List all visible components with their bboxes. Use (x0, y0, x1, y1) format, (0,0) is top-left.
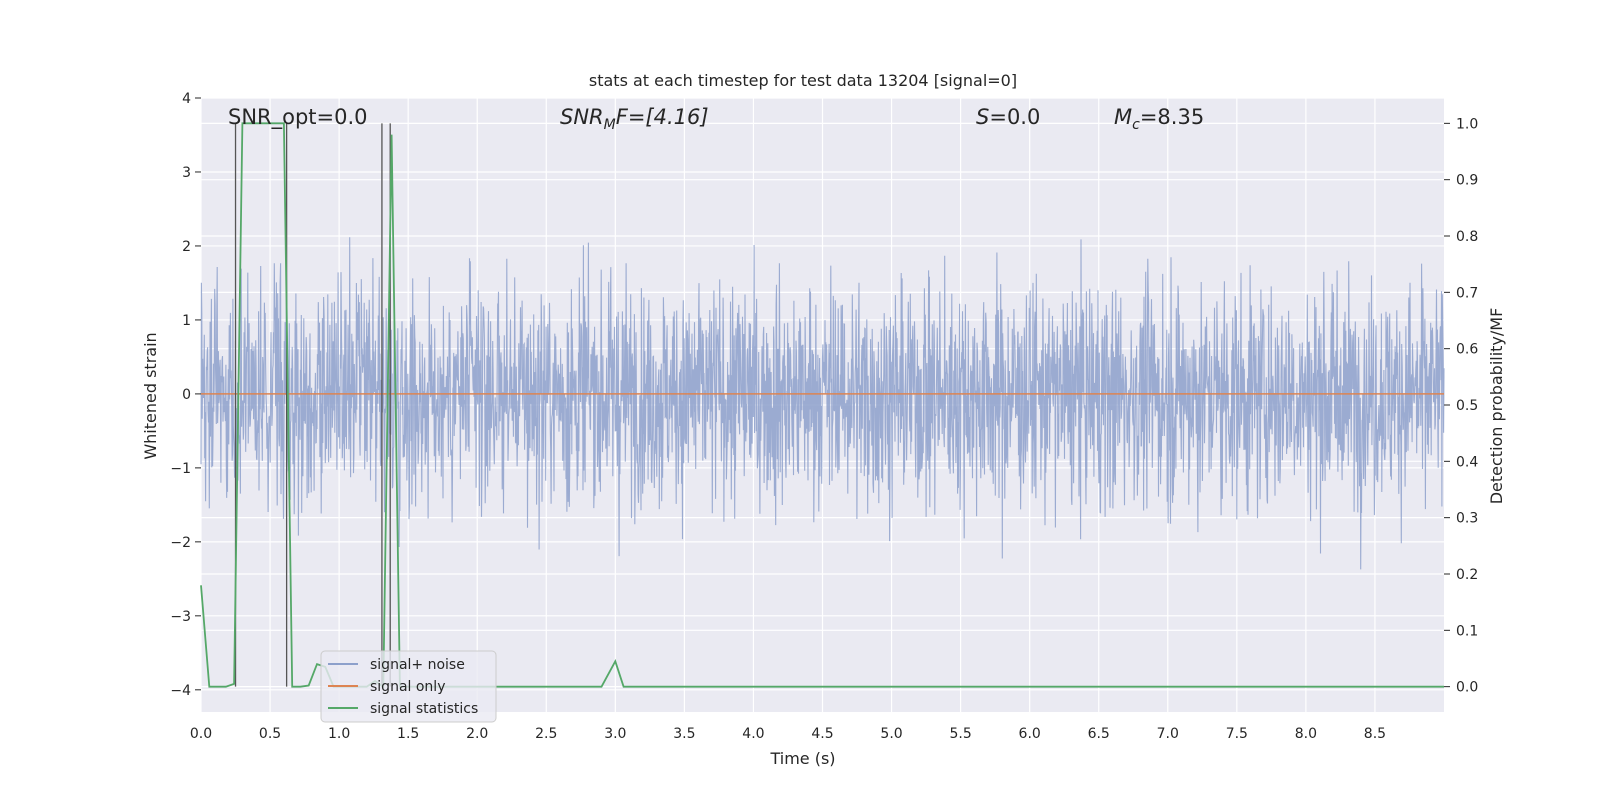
x-axis-ticks: 0.0 0.5 1.0 1.5 2.0 2.5 3.0 3.5 4.0 4.5 5.0 5.5 6.0 6… (190, 726, 1386, 742)
y2-axis-ticks: 0.0 0.1 0.2 0.3 0.4 0.5 0.6 0.7 0.8 0.9 1.0 (1444, 116, 1478, 696)
y-tick-label: −4 (170, 683, 191, 699)
x-tick-label: 0.0 (190, 726, 212, 742)
legend-box (320, 650, 497, 723)
x-tick-label: 8.5 (1364, 726, 1386, 742)
series-signal-noise (200, 237, 1445, 570)
y-tick-label: −3 (170, 609, 191, 625)
x-tick-label: 4.0 (742, 726, 764, 742)
annotation-mc: Mc=8.35 (1114, 105, 1204, 133)
legend: signal+ noise signal only signal statist… (320, 650, 497, 723)
y2-tick-label: 0.8 (1456, 229, 1478, 245)
x-tick-label: 5.0 (880, 726, 902, 742)
x-tick-label: 3.0 (604, 726, 626, 742)
y-axis-ticks: −4 −3 −2 −1 0 1 2 3 4 (170, 91, 201, 699)
x-tick-label: 7.5 (1226, 726, 1248, 742)
y2-tick-label: 1.0 (1456, 116, 1478, 132)
y-tick-label: −2 (170, 535, 191, 551)
y2-tick-label: 0.5 (1456, 398, 1478, 414)
y-tick-label: 0 (182, 387, 191, 403)
chart-title: stats at each timestep for test data 132… (589, 71, 1017, 90)
y2-axis-label: Detection probability/MF (1487, 308, 1506, 505)
s-main: S (976, 105, 989, 129)
s-rest: =0.0 (989, 105, 1040, 129)
x-tick-label: 6.0 (1019, 726, 1041, 742)
snr-mf-main: SNR (560, 105, 604, 129)
annotation-snr-opt: SNR_opt=0.0 (228, 105, 368, 130)
y2-tick-label: 0.7 (1456, 285, 1478, 301)
legend-label-noise: signal+ noise (370, 657, 465, 673)
mc-rest: =8.35 (1140, 105, 1204, 129)
x-tick-label: 8.0 (1295, 726, 1317, 742)
legend-label-statistics: signal statistics (370, 701, 478, 717)
x-tick-label: 2.0 (466, 726, 488, 742)
legend-label-signal-only: signal only (370, 679, 445, 695)
y2-tick-label: 0.9 (1456, 173, 1478, 189)
y2-tick-label: 0.3 (1456, 511, 1478, 527)
annotation-s: S=0.0 (976, 105, 1040, 129)
x-tick-label: 2.5 (535, 726, 557, 742)
y-tick-label: 2 (182, 239, 191, 255)
annotation-snr-mf: SNRMF=[4.16] (560, 105, 709, 133)
x-tick-label: 1.5 (397, 726, 419, 742)
noise-line (200, 237, 1445, 570)
x-tick-label: 7.0 (1157, 726, 1179, 742)
x-tick-label: 6.5 (1088, 726, 1110, 742)
x-axis-label: Time (s) (769, 749, 835, 768)
y-tick-label: 3 (182, 165, 191, 181)
y-tick-label: 4 (182, 91, 191, 107)
y-tick-label: −1 (170, 461, 191, 477)
y-tick-label: 1 (182, 313, 191, 329)
y-axis-label: Whitened strain (141, 332, 160, 459)
y2-tick-label: 0.4 (1456, 454, 1478, 470)
snr-mf-rest: F=[4.16] (616, 105, 709, 129)
snr-mf-sub: M (604, 117, 616, 133)
x-tick-label: 5.5 (949, 726, 971, 742)
x-tick-label: 4.5 (811, 726, 833, 742)
mc-main: M (1114, 105, 1132, 129)
mc-sub: c (1132, 117, 1140, 133)
y2-tick-label: 0.0 (1456, 680, 1478, 696)
x-tick-label: 3.5 (673, 726, 695, 742)
vertical-markers (234, 123, 391, 687)
y2-tick-label: 0.2 (1456, 567, 1478, 583)
x-tick-label: 0.5 (259, 726, 281, 742)
y2-tick-label: 0.1 (1456, 623, 1478, 639)
y2-tick-label: 0.6 (1456, 342, 1478, 358)
x-tick-label: 1.0 (328, 726, 350, 742)
